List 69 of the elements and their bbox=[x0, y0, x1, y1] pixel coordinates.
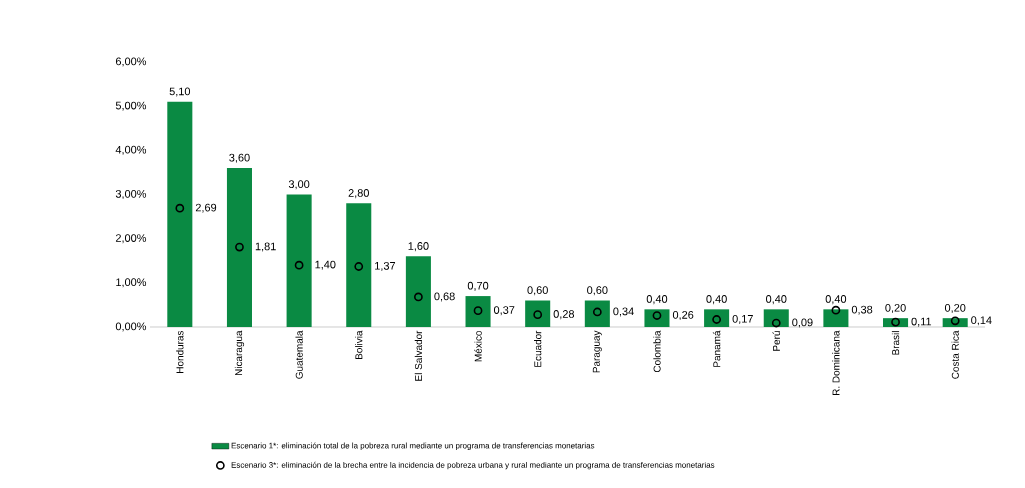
bar bbox=[763, 309, 789, 327]
x-tick-label: Nicaragua bbox=[234, 330, 245, 376]
bar bbox=[525, 300, 551, 327]
x-tick-label: México bbox=[474, 330, 482, 362]
point bbox=[414, 292, 423, 302]
point bbox=[354, 262, 364, 271]
point bbox=[294, 260, 304, 270]
point bbox=[831, 305, 841, 315]
point bbox=[175, 203, 185, 213]
y-tick-label: 4,00% bbox=[115, 145, 147, 155]
data-label: 0,60 bbox=[587, 286, 608, 296]
data-label: 1,37 bbox=[375, 261, 396, 272]
point bbox=[950, 316, 960, 326]
data-label: 0,40 bbox=[766, 295, 787, 305]
data-label: 0,20 bbox=[885, 303, 906, 313]
data-label: 5,10 bbox=[169, 87, 191, 97]
y-tick-label: 0,00% bbox=[115, 322, 147, 332]
data-label: 0,70 bbox=[467, 281, 489, 291]
point bbox=[891, 317, 900, 327]
x-tick-label: Guatemala bbox=[295, 330, 303, 379]
x-tick-label: R. Dominicana bbox=[832, 330, 840, 396]
bar bbox=[823, 309, 849, 327]
point bbox=[235, 242, 244, 252]
x-tick-label: Colombia bbox=[653, 330, 661, 373]
data-label: 0,40 bbox=[646, 295, 668, 305]
bar bbox=[226, 168, 252, 327]
y-tick-label: 6,00% bbox=[115, 57, 147, 67]
y-tick-label: 5,00% bbox=[115, 101, 147, 111]
x-tick-label: Bolivia bbox=[355, 330, 363, 360]
x-tick-label: Ecuador bbox=[534, 330, 542, 367]
data-label: 0,28 bbox=[553, 310, 575, 320]
bar bbox=[704, 309, 730, 327]
data-label: 3,60 bbox=[229, 153, 250, 163]
x-tick-label: Paraguay bbox=[592, 330, 602, 373]
bar bbox=[286, 194, 312, 327]
x-tick-label: Honduras bbox=[176, 330, 184, 373]
data-label: 0,14 bbox=[971, 316, 992, 326]
data-label: 0,26 bbox=[672, 311, 694, 321]
x-tick-label: Panamá bbox=[712, 330, 721, 367]
data-label: 0,20 bbox=[944, 303, 966, 313]
data-label: 0,40 bbox=[825, 295, 847, 305]
data-label: 0,60 bbox=[527, 286, 548, 296]
data-label: 2,69 bbox=[195, 203, 217, 213]
data-label: 3,00 bbox=[288, 180, 310, 190]
y-tick-label: 2,00% bbox=[115, 234, 147, 244]
bar bbox=[644, 309, 670, 327]
bar bbox=[346, 203, 372, 327]
data-label: 2,80 bbox=[348, 189, 369, 199]
bar bbox=[167, 101, 193, 327]
bar bbox=[465, 296, 491, 327]
x-tick-label: Costa Rica bbox=[951, 330, 959, 379]
data-label: 0,11 bbox=[911, 317, 932, 327]
data-label: 0,09 bbox=[792, 318, 813, 328]
data-label: 0,17 bbox=[732, 314, 753, 325]
data-label: 1,40 bbox=[315, 260, 336, 270]
data-label: 0,40 bbox=[706, 295, 727, 305]
data-label: 1,60 bbox=[408, 242, 429, 252]
bar bbox=[584, 300, 610, 327]
data-label: 0,68 bbox=[434, 292, 455, 302]
y-tick-label: 3,00% bbox=[115, 189, 147, 200]
data-label: 1,81 bbox=[255, 242, 276, 252]
data-label: 0,34 bbox=[613, 307, 634, 317]
y-tick-label: 1,00% bbox=[116, 278, 147, 288]
x-tick-label: El Salvador bbox=[414, 330, 423, 381]
data-label: 0,38 bbox=[851, 305, 873, 315]
x-tick-label: Brasil bbox=[891, 331, 900, 355]
data-label: 0,37 bbox=[493, 306, 515, 316]
bar bbox=[405, 256, 431, 327]
x-tick-label: Perú bbox=[772, 331, 780, 351]
